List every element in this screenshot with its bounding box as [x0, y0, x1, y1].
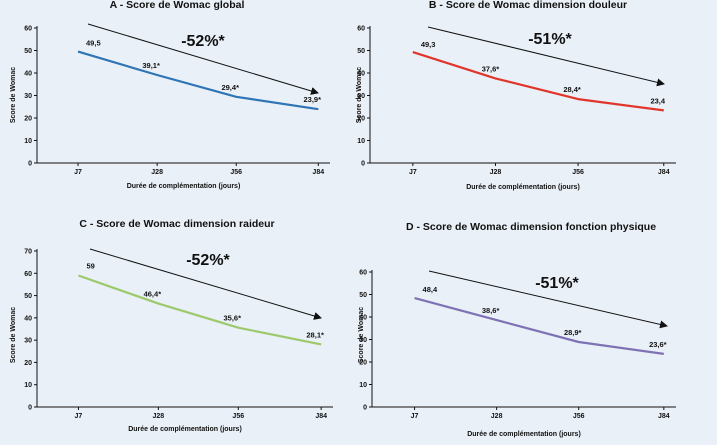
y-tick-label: 60	[357, 26, 365, 33]
series-line	[78, 274, 322, 346]
y-tick-label: 50	[357, 48, 365, 55]
trend-arrow	[427, 26, 665, 87]
y-tick-label: 70	[24, 249, 32, 256]
chart-title: C - Score de Womac dimension raideur	[79, 218, 274, 230]
x-tick-label: J7	[409, 169, 417, 176]
chart-title: D - Score de Womac dimension fonction ph…	[406, 221, 656, 233]
x-tick-label: J28	[151, 169, 163, 176]
y-tick-label: 40	[24, 71, 32, 78]
y-tick-label: 10	[24, 382, 32, 389]
data-label: 37,6*	[482, 64, 500, 73]
y-tick-label: 20	[24, 360, 32, 367]
percent-change-annotation: -51%*	[528, 31, 572, 48]
y-tick-label: 0	[363, 405, 367, 412]
y-tick-label: 20	[24, 116, 32, 123]
data-label: 29,4*	[221, 83, 239, 92]
y-tick-label: 30	[24, 93, 32, 100]
x-axis-label: Durée de complémentation (jours)	[467, 431, 581, 438]
chart-title: A - Score de Womac global	[110, 0, 245, 11]
x-tick-label: J84	[658, 413, 670, 420]
data-label: 23,9*	[304, 95, 322, 104]
y-tick-label: 0	[28, 161, 32, 168]
data-label: 23,4	[650, 96, 665, 105]
data-label: 49,3	[421, 40, 436, 49]
y-axis-label: Score de Womac	[10, 67, 17, 123]
y-tick-label: 40	[357, 71, 365, 78]
data-label: 48,4	[423, 285, 438, 294]
y-tick-label: 60	[24, 26, 32, 33]
data-label: 46,4*	[144, 290, 162, 299]
series-line	[412, 51, 664, 112]
y-tick-label: 30	[359, 337, 367, 344]
data-label: 23,6*	[649, 340, 667, 349]
data-label: 28,1*	[306, 330, 324, 339]
y-axis-label: Score de Womac	[10, 307, 17, 363]
x-tick-label: J56	[230, 169, 242, 176]
y-tick-label: 30	[357, 93, 365, 100]
y-tick-label: 10	[359, 382, 367, 389]
data-label: 38,6*	[482, 306, 500, 315]
y-tick-label: 30	[24, 338, 32, 345]
percent-change-annotation: -52%*	[181, 33, 225, 50]
data-label: 49,5	[86, 39, 101, 48]
percent-change-annotation: -51%*	[535, 275, 579, 292]
x-tick-label: J28	[153, 413, 165, 420]
x-tick-label: J56	[232, 413, 244, 420]
trend-arrow	[89, 248, 322, 320]
y-tick-label: 50	[24, 293, 32, 300]
x-tick-label: J28	[491, 413, 503, 420]
y-tick-label: 50	[359, 292, 367, 299]
x-tick-label: J56	[573, 413, 585, 420]
x-tick-label: J84	[658, 169, 670, 176]
x-tick-label: J84	[315, 413, 327, 420]
chart-title: B - Score de Womac dimension douleur	[429, 0, 627, 11]
y-axis-label: Score de Womac	[356, 67, 363, 123]
trend-arrow	[428, 270, 668, 329]
x-tick-label: J84	[312, 169, 324, 176]
data-label: 28,9*	[564, 328, 582, 337]
x-axis-label: Durée de complémentation (jours)	[466, 184, 580, 191]
percent-change-annotation: -52%*	[186, 252, 230, 269]
data-label: 39,1*	[142, 61, 160, 70]
y-tick-label: 20	[359, 360, 367, 367]
x-axis-label: Durée de complémentation (jours)	[128, 426, 242, 433]
x-tick-label: J7	[74, 169, 82, 176]
x-axis-label: Durée de complémentation (jours)	[127, 183, 241, 190]
data-label: 28,4*	[563, 85, 581, 94]
y-tick-label: 40	[359, 315, 367, 322]
y-tick-label: 40	[24, 315, 32, 322]
y-tick-label: 0	[28, 405, 32, 412]
y-tick-label: 20	[357, 116, 365, 123]
y-tick-label: 10	[357, 138, 365, 145]
series-line	[77, 50, 319, 111]
x-tick-label: J7	[411, 413, 419, 420]
y-tick-label: 50	[24, 48, 32, 55]
y-tick-label: 60	[359, 270, 367, 277]
data-label: 35,6*	[224, 314, 242, 323]
x-tick-label: J7	[75, 413, 83, 420]
y-tick-label: 0	[361, 161, 365, 168]
y-tick-label: 60	[24, 271, 32, 278]
x-tick-label: J28	[490, 169, 502, 176]
trend-arrow	[87, 23, 319, 95]
x-tick-label: J56	[572, 169, 584, 176]
series-line	[414, 297, 664, 355]
y-tick-label: 10	[24, 138, 32, 145]
data-label: 59	[86, 262, 94, 271]
y-axis-label: Score de Womac	[358, 307, 365, 363]
